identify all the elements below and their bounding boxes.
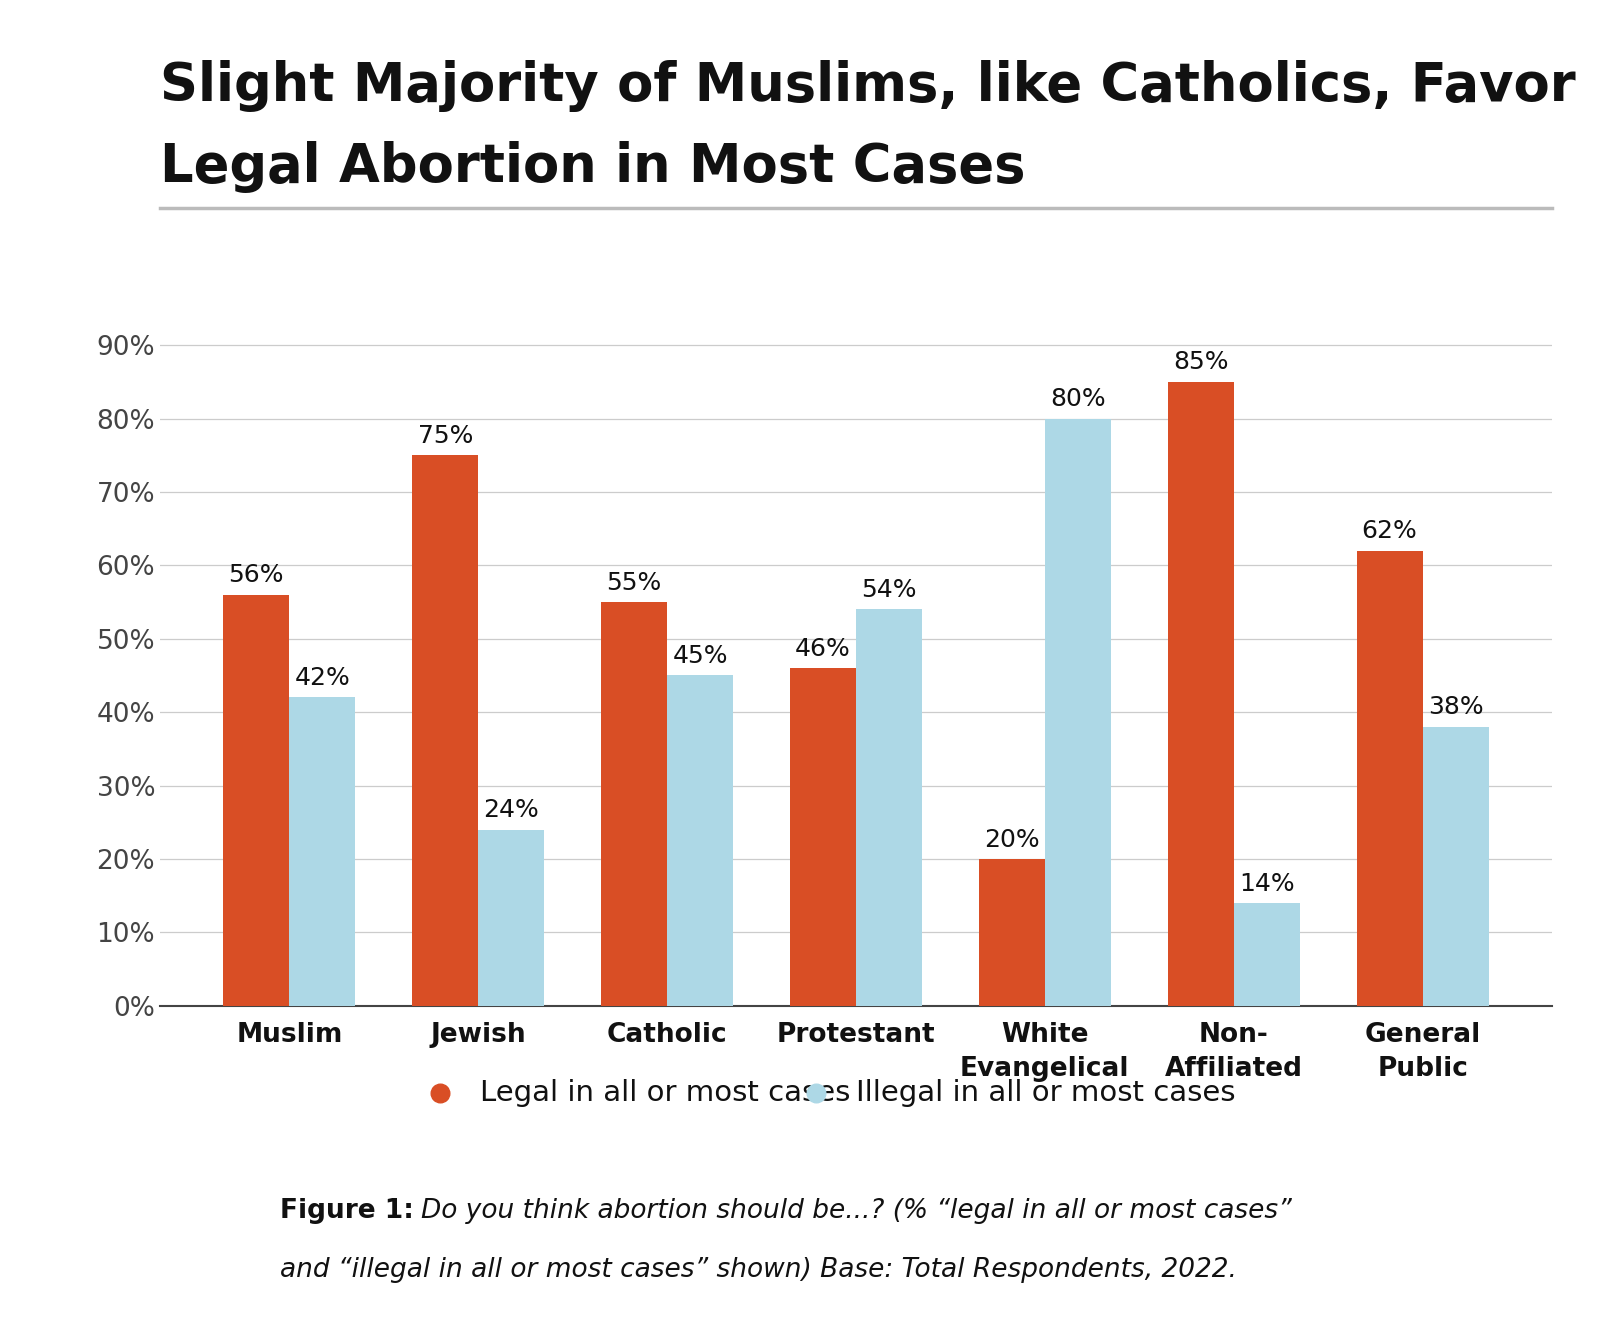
Bar (1168, 382, 1234, 1006)
Bar (979, 860, 1045, 1006)
Bar (1357, 551, 1422, 1006)
Text: 75%: 75% (418, 424, 474, 448)
Bar (1045, 418, 1110, 1006)
Text: 55%: 55% (606, 571, 662, 594)
Bar (413, 455, 478, 1006)
Bar (667, 676, 733, 1006)
Bar (290, 697, 355, 1006)
Point (803, 1082, 829, 1104)
Text: Legal Abortion in Most Cases: Legal Abortion in Most Cases (160, 141, 1026, 193)
Point (427, 1082, 453, 1104)
Text: I  S  P  U: I S P U (163, 1286, 213, 1295)
Bar (224, 594, 290, 1006)
Text: 54%: 54% (861, 578, 917, 602)
Text: 45%: 45% (672, 644, 728, 668)
Bar (1422, 727, 1488, 1006)
Text: Illegal in all or most cases: Illegal in all or most cases (856, 1080, 1235, 1106)
Bar (856, 609, 922, 1006)
Text: 62%: 62% (1362, 519, 1418, 543)
Text: 85%: 85% (1173, 350, 1229, 374)
Bar (602, 602, 667, 1006)
Text: Figure 1:: Figure 1: (280, 1198, 414, 1223)
Text: 56%: 56% (229, 563, 285, 587)
Bar (478, 830, 544, 1006)
Text: 38%: 38% (1427, 696, 1483, 720)
Text: 20%: 20% (984, 827, 1040, 852)
Bar (1234, 902, 1299, 1006)
Text: and “illegal in all or most cases” shown) Base: Total Respondents, 2022.: and “illegal in all or most cases” shown… (280, 1257, 1237, 1282)
Text: INSTITUTE FOR SOCIAL POLICY: INSTITUTE FOR SOCIAL POLICY (150, 1176, 226, 1181)
Text: 80%: 80% (1050, 388, 1106, 412)
Text: 14%: 14% (1238, 872, 1294, 896)
Text: 24%: 24% (483, 798, 539, 822)
Text: 42%: 42% (294, 666, 350, 691)
Text: 46%: 46% (795, 637, 851, 661)
Text: Slight Majority of Muslims, like Catholics, Favor: Slight Majority of Muslims, like Catholi… (160, 60, 1576, 113)
Bar (790, 668, 856, 1006)
Text: Legal in all or most cases: Legal in all or most cases (480, 1080, 850, 1106)
Text: Do you think abortion should be...? (% “legal in all or most cases”: Do you think abortion should be...? (% “… (421, 1198, 1291, 1223)
Text: AND UNDERSTANDING: AND UNDERSTANDING (160, 1184, 216, 1188)
